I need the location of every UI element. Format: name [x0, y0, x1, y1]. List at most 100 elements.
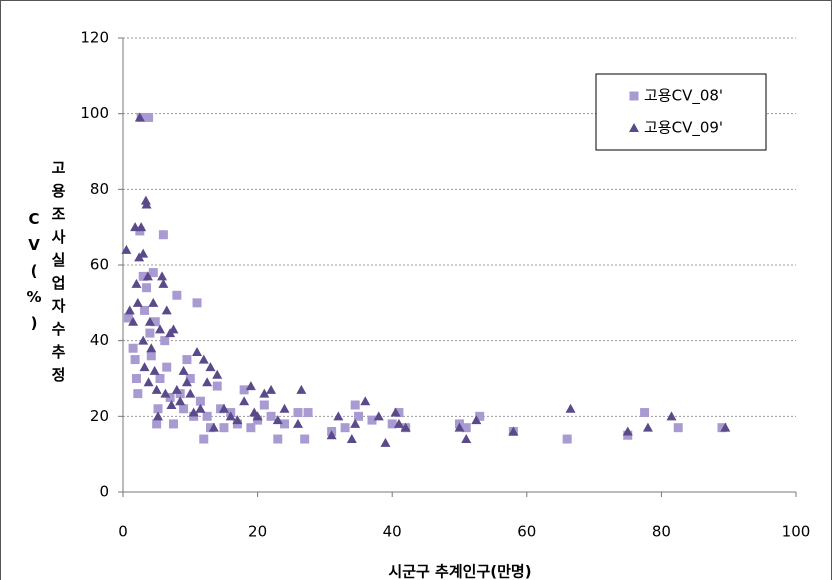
point	[216, 404, 226, 414]
point	[185, 388, 196, 398]
point	[188, 407, 199, 417]
point	[160, 388, 171, 398]
point	[168, 419, 178, 429]
point	[461, 434, 472, 444]
point	[239, 396, 250, 406]
point	[158, 230, 168, 240]
point	[346, 434, 357, 444]
point	[239, 385, 249, 395]
point	[131, 374, 141, 383]
point	[152, 419, 162, 429]
point	[367, 415, 377, 425]
point	[202, 377, 213, 387]
point	[168, 324, 179, 334]
y-axis-label: 고용조사실업자수추정CV(%)	[25, 160, 67, 390]
point	[333, 411, 344, 421]
point	[150, 317, 160, 327]
point	[161, 305, 172, 315]
point	[296, 384, 307, 394]
point	[131, 278, 142, 288]
y-tick-label: 20	[90, 407, 109, 425]
point	[218, 403, 229, 413]
point	[124, 305, 135, 315]
point	[373, 411, 384, 421]
point	[622, 426, 633, 436]
point	[454, 422, 465, 432]
point	[360, 396, 371, 406]
point	[471, 415, 482, 425]
point	[303, 408, 313, 418]
point	[195, 403, 206, 413]
point	[182, 355, 192, 365]
point	[393, 418, 404, 428]
point	[219, 423, 229, 433]
y-tick-label: 60	[90, 256, 109, 274]
point	[130, 355, 140, 365]
point	[252, 411, 263, 421]
point	[475, 411, 485, 421]
point	[666, 411, 677, 421]
point	[151, 384, 162, 394]
point	[300, 434, 310, 444]
point	[179, 404, 189, 414]
point	[128, 343, 138, 353]
point	[158, 278, 169, 288]
x-tick-label: 40	[383, 523, 402, 541]
point	[246, 423, 256, 433]
point	[123, 313, 133, 323]
y-tick-label: 120	[80, 29, 109, 47]
point	[354, 411, 364, 421]
point	[390, 407, 401, 417]
point	[340, 423, 350, 433]
legend-label: 고용CV_09'	[644, 119, 723, 138]
point	[195, 396, 205, 406]
point	[199, 434, 209, 444]
point	[157, 271, 168, 281]
point	[134, 112, 145, 122]
point	[266, 411, 276, 421]
x-axis-label: 시군구 추계인구(만명)	[388, 563, 531, 580]
point	[153, 404, 163, 414]
point	[266, 384, 277, 394]
point	[132, 297, 143, 307]
point	[279, 403, 290, 413]
point	[175, 396, 186, 406]
point	[400, 422, 411, 432]
point	[133, 389, 143, 399]
y-tick-label: 40	[90, 331, 109, 349]
point	[146, 343, 157, 353]
point	[387, 419, 397, 429]
point	[292, 418, 303, 428]
point	[144, 112, 154, 122]
point	[121, 244, 132, 254]
point	[720, 422, 731, 432]
point	[185, 374, 195, 383]
point	[149, 365, 160, 375]
point	[642, 422, 653, 432]
point	[178, 365, 189, 375]
y-tick-label: 100	[80, 104, 109, 122]
point	[155, 324, 166, 334]
point	[350, 418, 361, 428]
point	[272, 415, 283, 425]
point	[205, 423, 215, 433]
point	[212, 381, 222, 391]
point	[139, 362, 150, 372]
point	[140, 305, 150, 315]
point	[717, 423, 727, 433]
point	[508, 426, 519, 436]
point	[259, 400, 269, 410]
point	[148, 268, 158, 278]
point	[198, 354, 209, 364]
point	[140, 195, 151, 205]
point	[148, 297, 159, 307]
point	[259, 388, 270, 398]
point	[640, 408, 650, 418]
legend-marker	[629, 123, 639, 132]
point	[142, 283, 152, 293]
point	[162, 362, 172, 372]
point	[145, 328, 155, 338]
point	[138, 335, 149, 345]
